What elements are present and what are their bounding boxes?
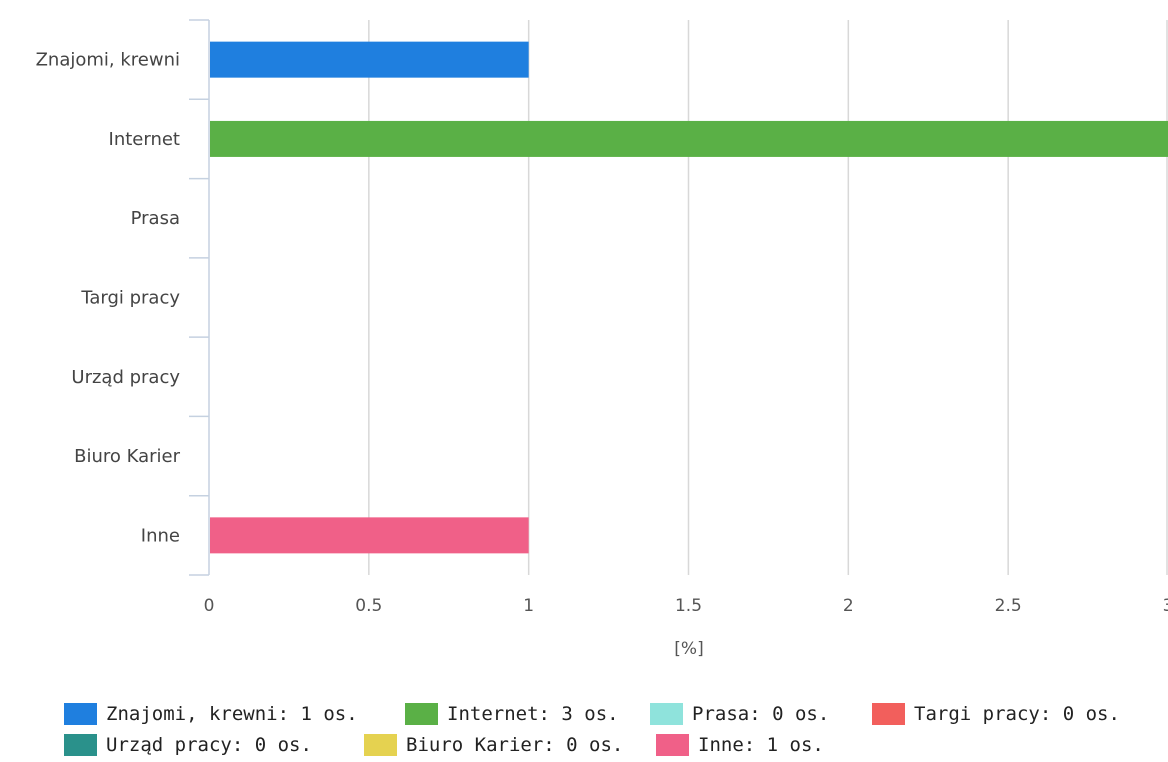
legend-item-prasa[interactable]: Prasa: 0 os. <box>650 700 829 728</box>
legend-swatch <box>364 734 397 756</box>
x-tick-label: 1.5 <box>675 596 702 616</box>
bar-chart: Znajomi, krewni Internet Prasa Targi pracy U… <box>36 19 1168 659</box>
legend-row: Urząd pracy: 0 os. Biuro Karier: 0 os. I… <box>64 731 1154 762</box>
category-labels: Znajomi, krewni Internet Prasa Targi pracy U… <box>36 50 181 547</box>
category-label: Znajomi, krewni <box>36 50 180 71</box>
legend-label: Inne: 1 os. <box>698 734 824 756</box>
category-label: Urząd pracy <box>71 367 180 388</box>
legend-swatch <box>650 703 683 725</box>
x-tick-labels: 0 0.5 1 1.5 2 2.5 3 <box>204 596 1168 616</box>
legend: Znajomi, krewni: 1 os. Internet: 3 os. P… <box>64 700 1154 762</box>
x-axis-title: [%] <box>674 639 703 659</box>
legend-item-internet[interactable]: Internet: 3 os. <box>405 700 619 728</box>
x-tick-label: 1 <box>523 596 534 616</box>
legend-label: Prasa: 0 os. <box>692 703 830 725</box>
legend-label: Internet: 3 os. <box>447 703 619 725</box>
legend-label: Znajomi, krewni: 1 os. <box>106 703 358 725</box>
x-tick-label: 2.5 <box>995 596 1022 616</box>
bar[interactable] <box>210 517 529 554</box>
legend-label: Targi pracy: 0 os. <box>914 703 1120 725</box>
legend-item-targi-pracy[interactable]: Targi pracy: 0 os. <box>872 700 1120 728</box>
legend-swatch <box>656 734 689 756</box>
category-label: Biuro Karier <box>74 446 180 467</box>
bars <box>210 41 1168 554</box>
bar[interactable] <box>210 41 529 78</box>
x-tick-label: 0.5 <box>355 596 382 616</box>
legend-swatch <box>64 703 97 725</box>
y-axis <box>189 19 210 576</box>
category-label: Targi pracy <box>80 288 180 309</box>
legend-label: Urząd pracy: 0 os. <box>106 734 312 756</box>
grid-lines <box>368 20 1168 575</box>
x-tick-label: 3 <box>1163 596 1168 616</box>
category-label: Prasa <box>131 208 180 229</box>
legend-label: Biuro Karier: 0 os. <box>406 734 624 756</box>
legend-item-urzad-pracy[interactable]: Urząd pracy: 0 os. <box>64 731 312 759</box>
legend-item-biuro-karier[interactable]: Biuro Karier: 0 os. <box>364 731 623 759</box>
bar[interactable] <box>210 120 1168 157</box>
legend-swatch <box>872 703 905 725</box>
x-tick-label: 2 <box>843 596 854 616</box>
legend-item-inne[interactable]: Inne: 1 os. <box>656 731 824 759</box>
legend-swatch <box>64 734 97 756</box>
legend-swatch <box>405 703 438 725</box>
x-tick-label: 0 <box>204 596 215 616</box>
legend-row: Znajomi, krewni: 1 os. Internet: 3 os. P… <box>64 700 1154 731</box>
category-label: Inne <box>141 525 180 546</box>
category-label: Internet <box>109 129 180 150</box>
legend-item-znajomi[interactable]: Znajomi, krewni: 1 os. <box>64 700 358 728</box>
